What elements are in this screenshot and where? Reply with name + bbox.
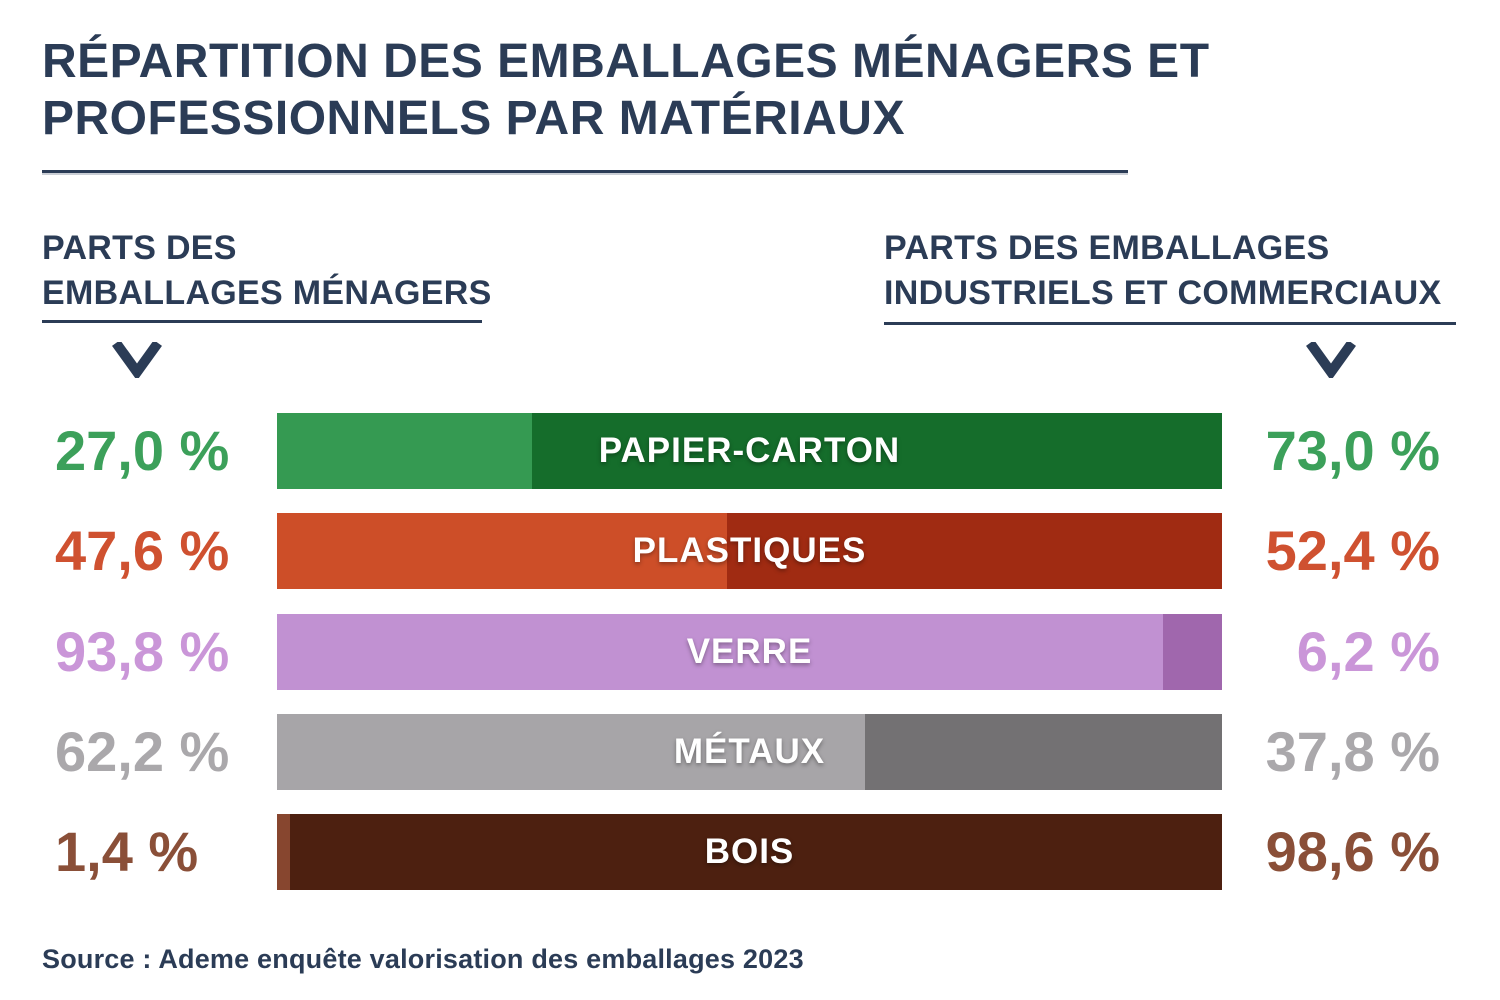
chevron-down-icon	[1306, 342, 1356, 378]
left-column-header-line2: EMBALLAGES MÉNAGERS	[42, 273, 492, 312]
bar-left-segment	[277, 714, 865, 790]
bar-left-segment	[277, 814, 291, 890]
bar-right-segment	[290, 814, 1222, 890]
source-caption: Source : Ademe enquête valorisation des …	[42, 944, 804, 974]
bar: MÉTAUX	[277, 714, 1222, 790]
bar: BOIS	[277, 814, 1222, 890]
bar-left-value: 27,0 %	[55, 419, 230, 482]
bar-right-segment	[864, 714, 1222, 790]
bar-material-label: PAPIER-CARTON	[598, 431, 901, 470]
page-title: RÉPARTITION DES EMBALLAGES MÉNAGERS ET P…	[42, 35, 1210, 145]
bar-left-segment	[277, 513, 727, 589]
bar-material-label: MÉTAUX	[673, 732, 826, 771]
bar-row-verre: 93,8 % VERRE 6,2 %	[0, 614, 1500, 690]
right-column-header-line1: PARTS DES EMBALLAGES	[884, 229, 1330, 267]
right-column-header-line2: INDUSTRIELS ET COMMERCIAUX	[884, 273, 1442, 312]
bar-material-label: PLASTIQUES	[632, 531, 867, 570]
bar: VERRE	[277, 614, 1222, 690]
bar-right-segment	[532, 413, 1222, 489]
bar-right-value: 37,8 %	[1265, 720, 1440, 783]
bar-row-bois: 1,4 % BOIS 98,6 %	[0, 814, 1500, 890]
right-header-divider	[884, 322, 1456, 325]
bar-right-value: 52,4 %	[1265, 519, 1440, 582]
title-divider	[42, 170, 1128, 173]
bar-left-segment	[277, 413, 533, 489]
bar-left-segment	[277, 614, 1164, 690]
bar-left-value: 62,2 %	[55, 720, 230, 783]
left-header-divider	[42, 320, 482, 323]
bar: PAPIER-CARTON	[277, 413, 1222, 489]
bar-row-plastiques: 47,6 % PLASTIQUES 52,4 %	[0, 513, 1500, 589]
chevron-down-icon	[112, 342, 162, 378]
bar-material-label: VERRE	[686, 632, 813, 671]
bar-left-value: 47,6 %	[55, 519, 230, 582]
bar-right-value: 6,2 %	[1296, 620, 1440, 683]
bar-left-value: 93,8 %	[55, 620, 230, 683]
left-column-header-line1: PARTS DES	[42, 229, 237, 267]
left-column-header: PARTS DES EMBALLAGES MÉNAGERS	[42, 226, 602, 316]
bar-material-label: BOIS	[704, 832, 795, 871]
bar-row-papier-carton: 27,0 % PAPIER-CARTON 73,0 %	[0, 413, 1500, 489]
bar-right-segment	[1163, 614, 1222, 690]
right-column-header: PARTS DES EMBALLAGES INDUSTRIELS ET COMM…	[884, 226, 1460, 316]
bar-right-segment	[726, 513, 1222, 589]
bar-right-value: 98,6 %	[1265, 820, 1440, 883]
bar: PLASTIQUES	[277, 513, 1222, 589]
bar-row-metaux: 62,2 % MÉTAUX 37,8 %	[0, 714, 1500, 790]
bar-right-value: 73,0 %	[1265, 419, 1440, 482]
bar-left-value: 1,4 %	[55, 820, 199, 883]
